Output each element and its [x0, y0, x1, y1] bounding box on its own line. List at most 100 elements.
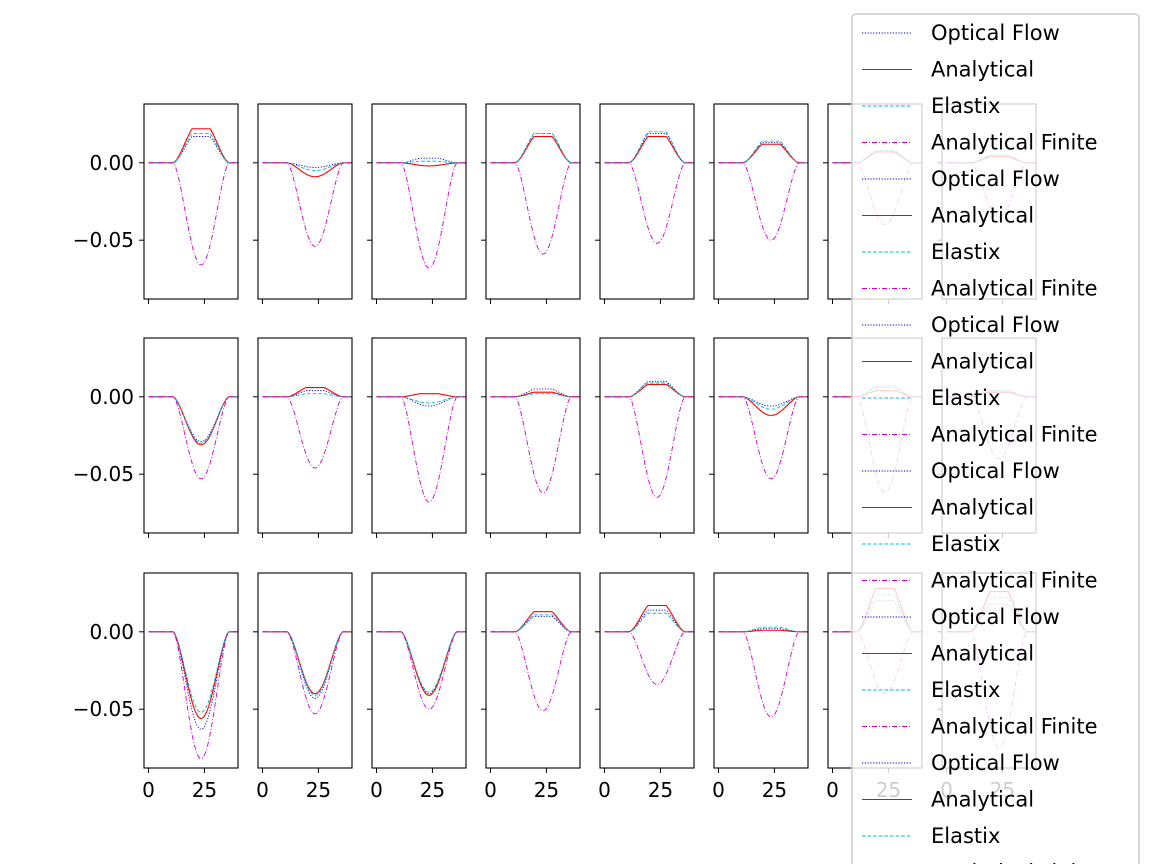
- legend-label: Optical Flow: [931, 605, 1060, 629]
- series-line-elastix: [376, 631, 466, 693]
- legend-item-optical-flow: Optical Flow: [862, 313, 1060, 337]
- series-line-analytical-finite: [604, 162, 694, 244]
- legend-item-analytical-finite: Analytical Finite: [931, 861, 1097, 864]
- legend-label: Analytical: [931, 204, 1034, 228]
- subplot-r0-c3: [481, 103, 581, 304]
- subplot-frame: [257, 103, 353, 300]
- subplot-r0-c5: [709, 103, 809, 304]
- series-line-elastix: [148, 396, 238, 444]
- legend-item-optical-flow: Optical Flow: [862, 21, 1060, 45]
- legend-label: Analytical Finite: [931, 423, 1097, 447]
- legend-label: Elastix: [931, 386, 1000, 410]
- series-line-elastix: [490, 393, 580, 398]
- x-tick-label: 0: [598, 778, 611, 802]
- subplot-frame: [371, 103, 467, 300]
- series-line-elastix: [718, 626, 808, 633]
- y-tick-label: −0.05: [73, 697, 134, 721]
- legend-label: Analytical Finite: [931, 277, 1097, 301]
- series-line-elastix: [490, 614, 580, 633]
- series-line-analytical-finite: [718, 396, 808, 480]
- series-line-analytical-finite: [376, 631, 466, 710]
- series-line-elastix: [604, 131, 694, 164]
- series-line-analytical-finite: [490, 162, 580, 255]
- legend-label: Elastix: [931, 678, 1000, 702]
- series-line-analytical-finite: [490, 396, 580, 494]
- series-line-analytical-finite: [148, 396, 238, 480]
- subplot-frame: [485, 572, 581, 769]
- legend-item-elastix: Elastix: [862, 824, 1000, 848]
- subplot-background: [486, 573, 580, 768]
- series-line-analytical-finite: [832, 396, 922, 494]
- x-tick-label: 25: [306, 778, 331, 802]
- subplot-frame: [143, 572, 239, 769]
- legend-label: Analytical: [931, 350, 1034, 374]
- subplot-r0-c0: 0.00 −0.05: [73, 103, 239, 304]
- series-line-analytical-finite: [604, 631, 694, 685]
- x-tick-label: 0: [712, 778, 725, 802]
- subplot-background: [600, 104, 694, 299]
- legend-item-optical-flow: Optical Flow: [862, 167, 1060, 191]
- legend: Optical Flow Analytical Elastix Analytical …: [851, 13, 1140, 864]
- subplot-background: [258, 104, 352, 299]
- subplot-frame: [371, 337, 467, 534]
- series-line-analytical-finite: [604, 396, 694, 498]
- legend-item-analytical: Analytical: [862, 496, 1034, 520]
- series-line-analytical-finite: [376, 396, 466, 503]
- subplot-background: [600, 573, 694, 768]
- subplot-frame: [485, 337, 581, 534]
- series-line-analytical-finite: [262, 631, 352, 715]
- legend-label: Optical Flow: [931, 751, 1060, 775]
- subplot-background: [372, 104, 466, 299]
- subplot-background: [258, 338, 352, 533]
- series-line-analytical-finite: [718, 162, 808, 241]
- legend-item-analytical-finite: Analytical Finite: [862, 423, 1097, 447]
- series-line-elastix: [262, 393, 352, 398]
- subplot-background: [714, 104, 808, 299]
- subplot-background: [714, 338, 808, 533]
- series-line-elastix: [718, 396, 808, 410]
- subplot-r2-c3: 0 25: [481, 572, 581, 802]
- subplot-frame: [713, 337, 809, 534]
- legend-frame: [851, 13, 1140, 864]
- subplot-frame: [713, 572, 809, 769]
- legend-item-analytical-finite: Analytical Finite: [862, 277, 1097, 301]
- subplot-background: [486, 338, 580, 533]
- legend-item-elastix: Elastix: [862, 240, 1000, 264]
- series-line-analytical-finite: [490, 631, 580, 712]
- series-line-analytical-finite: [718, 631, 808, 718]
- legend-label: Analytical Finite: [931, 861, 1097, 864]
- y-tick-label: −0.05: [73, 462, 134, 486]
- series-line-analytical-finite: [148, 162, 238, 266]
- subplot-r1-c3: [481, 337, 581, 538]
- subplot-r2-c1: 0 25: [253, 572, 353, 802]
- x-tick-label: 0: [370, 778, 383, 802]
- legend-item-analytical: Analytical: [862, 350, 1034, 374]
- subplot-r2-c2: 0 25: [367, 572, 467, 802]
- subplot-background: [486, 104, 580, 299]
- subplot-background: [258, 573, 352, 768]
- subplot-r2-c0: 0.00 −0.05 0 25: [73, 572, 239, 802]
- legend-label: Elastix: [931, 240, 1000, 264]
- y-tick-label: 0.00: [89, 385, 134, 409]
- legend-label: Analytical Finite: [931, 569, 1097, 593]
- subplot-background: [144, 104, 238, 299]
- legend-item-elastix: Elastix: [862, 94, 1000, 118]
- legend-label: Optical Flow: [931, 167, 1060, 191]
- legend-label: Elastix: [931, 824, 1000, 848]
- series-line-elastix: [148, 631, 238, 713]
- subplot-frame: [257, 572, 353, 769]
- legend-label: Optical Flow: [931, 21, 1060, 45]
- legend-item-analytical: Analytical: [862, 642, 1034, 666]
- x-tick-label: 0: [826, 778, 839, 802]
- legend-label: Optical Flow: [931, 459, 1060, 483]
- series-line-analytical-finite: [262, 396, 352, 469]
- legend-label: Analytical: [931, 58, 1034, 82]
- subplot-background: [372, 338, 466, 533]
- x-tick-label: 25: [192, 778, 217, 802]
- series-line-analytical-finite: [262, 162, 352, 247]
- y-tick-label: −0.05: [73, 228, 134, 252]
- series-line-analytical-finite: [148, 631, 238, 760]
- subplot-r1-c4: [595, 337, 695, 538]
- subplot-background: [144, 338, 238, 533]
